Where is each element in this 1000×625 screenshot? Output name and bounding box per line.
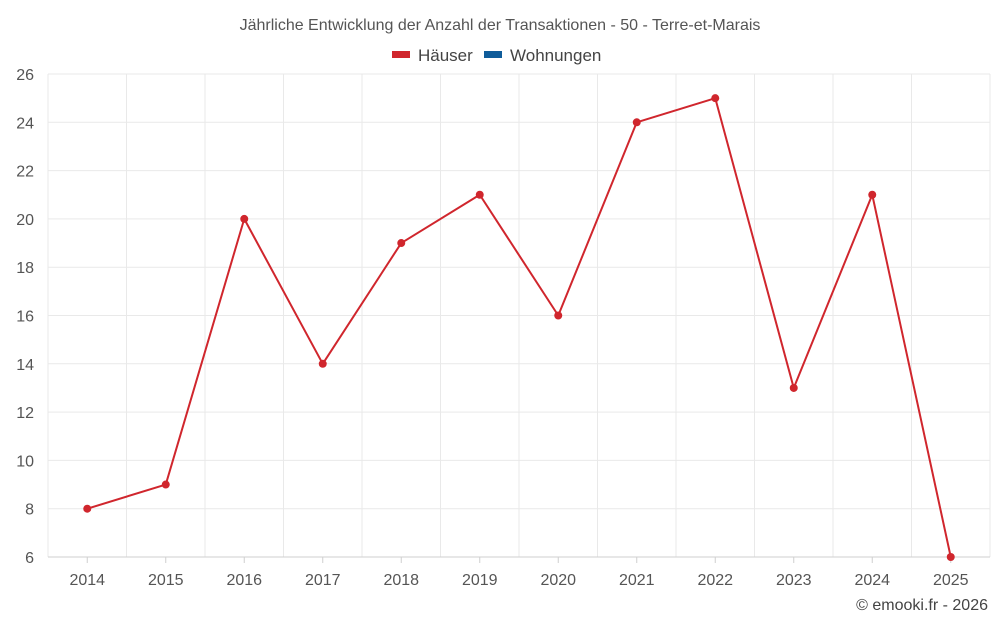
credit-text: © emooki.fr - 2026	[856, 597, 988, 614]
data-point-h-user[interactable]	[161, 480, 170, 489]
data-point-h-user[interactable]	[789, 383, 798, 392]
y-tick-label: 16	[16, 309, 34, 326]
data-point-h-user[interactable]	[868, 190, 877, 199]
y-tick-label: 12	[16, 405, 34, 422]
data-point-h-user[interactable]	[632, 118, 641, 127]
x-tick-label: 2019	[462, 572, 498, 589]
legend-swatch-haeuser	[392, 51, 410, 58]
data-point-h-user[interactable]	[554, 311, 563, 320]
legend-item-wohnungen[interactable]: Wohnungen	[484, 46, 601, 65]
data-point-h-user[interactable]	[711, 94, 720, 103]
data-point-h-user[interactable]	[83, 504, 92, 513]
x-tick-label: 2017	[305, 572, 341, 589]
legend-swatch-wohnungen	[484, 51, 502, 58]
y-tick-labels: 6 8 10 12 14 16 18 20 22 24 26	[16, 67, 34, 567]
x-tick-label: 2014	[69, 572, 105, 589]
y-tick-label: 8	[25, 502, 34, 519]
x-tick-label: 2018	[383, 572, 419, 589]
data-point-h-user[interactable]	[318, 359, 327, 368]
chart-title: Jährliche Entwicklung der Anzahl der Tra…	[240, 17, 761, 34]
y-tick-label: 6	[25, 550, 34, 567]
y-tick-label: 10	[16, 453, 34, 470]
y-tick-label: 26	[16, 67, 34, 84]
x-tick-label: 2023	[776, 572, 812, 589]
y-tick-label: 14	[16, 357, 34, 374]
axes	[48, 556, 990, 563]
x-tick-label: 2025	[933, 572, 969, 589]
data-point-h-user[interactable]	[946, 553, 955, 561]
grid	[47, 73, 991, 558]
legend-label-haeuser: Häuser	[418, 46, 473, 65]
y-tick-label: 18	[16, 260, 34, 277]
y-tick-label: 22	[16, 164, 34, 181]
x-tick-label: 2016	[226, 572, 262, 589]
data-point-h-user[interactable]	[240, 214, 249, 223]
data-point-h-user[interactable]	[397, 239, 406, 248]
series-line-h-user	[86, 97, 952, 558]
x-tick-labels: 2014 2015 2016 2017 2018 2019 2020 2021 2022 2023…	[69, 572, 968, 589]
y-tick-label: 24	[16, 115, 34, 132]
legend-item-haeuser[interactable]: Häuser	[392, 46, 473, 65]
data-point-h-user[interactable]	[475, 190, 484, 199]
x-tick-label: 2015	[148, 572, 184, 589]
legend-label-wohnungen: Wohnungen	[510, 46, 601, 65]
y-tick-label: 20	[16, 212, 34, 229]
x-tick-label: 2021	[619, 572, 655, 589]
legend: Häuser Wohnungen	[392, 46, 601, 65]
series	[83, 94, 955, 561]
x-tick-label: 2024	[854, 572, 890, 589]
x-tick-label: 2022	[697, 572, 733, 589]
x-tick-label: 2020	[540, 572, 576, 589]
